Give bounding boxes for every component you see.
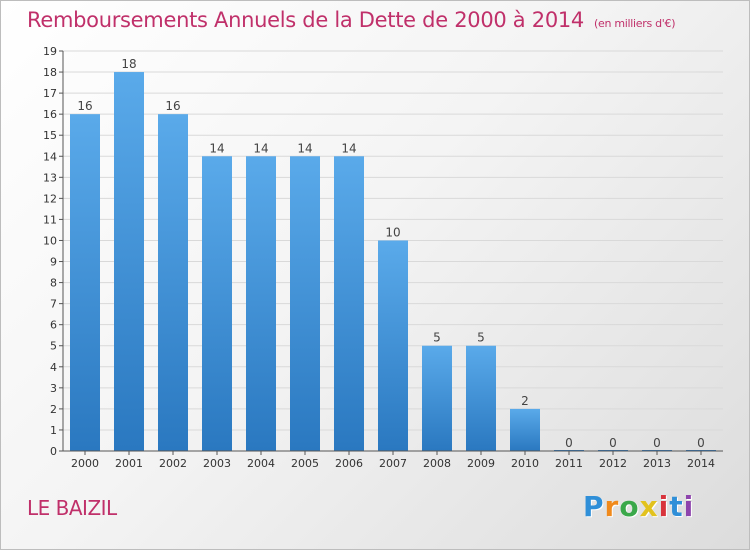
x-tick-label: 2001	[115, 457, 143, 470]
y-tick-label: 9	[50, 256, 57, 269]
data-labels: 16 18 16 14 14 14 14 10 5 5 2 0 0 0 0	[77, 57, 704, 450]
x-tick-label: 2009	[467, 457, 495, 470]
x-tick-label: 2010	[511, 457, 539, 470]
y-tick-label: 3	[50, 382, 57, 395]
y-tick-label: 16	[43, 108, 57, 121]
y-tick-label: 15	[43, 129, 57, 142]
bars	[70, 72, 716, 451]
bar-2010	[510, 408, 540, 451]
x-tick-label: 2011	[555, 457, 583, 470]
bar-2000	[70, 114, 100, 451]
data-label-2001: 18	[121, 57, 136, 71]
chart-title-text: Remboursements Annuels de la Dette de 20…	[27, 8, 584, 32]
chart-title: Remboursements Annuels de la Dette de 20…	[27, 8, 675, 32]
x-tick-label: 2012	[599, 457, 627, 470]
x-tick-label: 2000	[71, 457, 99, 470]
bar-2007	[378, 240, 408, 451]
data-label-2007: 10	[385, 225, 400, 239]
y-tick-label: 5	[50, 340, 57, 353]
bar-2003	[202, 156, 232, 451]
data-label-2008: 5	[433, 331, 441, 345]
bar-2005	[290, 156, 320, 451]
y-tick-label: 17	[43, 87, 57, 100]
data-label-2009: 5	[477, 331, 485, 345]
logo-letter: r	[604, 490, 620, 523]
data-label-2014: 0	[697, 436, 705, 450]
bar-2008	[422, 345, 452, 451]
y-tick-label: 1	[50, 424, 57, 437]
data-label-2006: 14	[341, 141, 356, 155]
data-label-2010: 2	[521, 394, 529, 408]
data-label-2011: 0	[565, 436, 573, 450]
bar-2009	[466, 345, 496, 451]
x-tick-label: 2008	[423, 457, 451, 470]
data-label-2000: 16	[77, 99, 92, 113]
y-tick-label: 19	[43, 45, 57, 58]
x-tick-label: 2005	[291, 457, 319, 470]
y-tick-label: 18	[43, 66, 57, 79]
data-label-2013: 0	[653, 436, 661, 450]
bar-2006	[334, 156, 364, 451]
commune-name: LE BAIZIL	[27, 496, 117, 520]
logo-letter: i	[658, 490, 670, 523]
logo-letter: P	[583, 490, 605, 523]
x-tick-label: 2014	[687, 457, 715, 470]
y-tick-label: 10	[43, 234, 57, 247]
bar-2004	[246, 156, 276, 451]
x-tick-label: 2006	[335, 457, 363, 470]
logo-letter: x	[639, 490, 659, 523]
x-tick-label: 2004	[247, 457, 275, 470]
x-tick-labels: 2000 2001 2002 2003 2004 2005 2006 2007 2008 2009…	[71, 457, 715, 470]
y-tick-label: 14	[43, 150, 57, 163]
proxiti-logo: Proxiti	[583, 490, 694, 523]
logo-letter: i	[683, 490, 695, 523]
y-tick-label: 0	[50, 445, 57, 458]
data-label-2002: 16	[165, 99, 180, 113]
data-label-2005: 14	[297, 141, 312, 155]
x-tick-label: 2007	[379, 457, 407, 470]
logo-letter: t	[669, 490, 684, 523]
x-tick-label: 2003	[203, 457, 231, 470]
y-tick-label: 8	[50, 277, 57, 290]
axes	[59, 50, 723, 455]
y-tick-label: 11	[43, 213, 57, 226]
data-label-2012: 0	[609, 436, 617, 450]
bar-2001	[114, 72, 144, 451]
x-tick-label: 2002	[159, 457, 187, 470]
data-label-2003: 14	[209, 141, 224, 155]
y-tick-label: 6	[50, 319, 57, 332]
y-tick-label: 13	[43, 171, 57, 184]
chart-unit: (en milliers d'€)	[594, 17, 676, 30]
y-tick-label: 7	[50, 298, 57, 311]
y-tick-label: 4	[50, 361, 57, 374]
y-tick-label: 2	[50, 403, 57, 416]
y-tick-label: 12	[43, 192, 57, 205]
x-tick-label: 2013	[643, 457, 671, 470]
bar-2002	[158, 114, 188, 451]
data-label-2004: 14	[253, 141, 268, 155]
logo-letter: o	[619, 490, 640, 523]
